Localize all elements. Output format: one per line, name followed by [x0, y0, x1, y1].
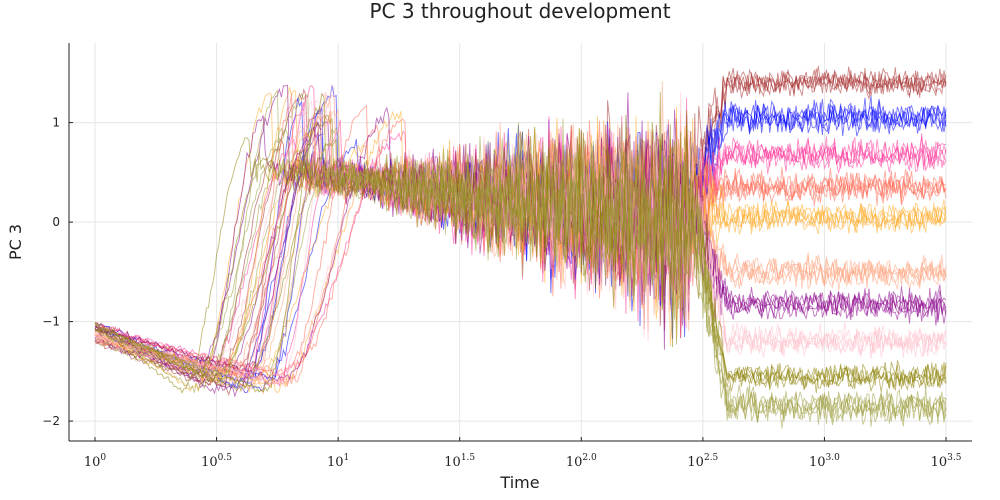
x-tick-label: 101 — [327, 453, 349, 470]
x-tick-label: 103.0 — [809, 453, 840, 470]
x-tick-label: 102.0 — [566, 453, 597, 470]
x-axis-label: Time — [499, 473, 539, 492]
y-tick-label: −2 — [42, 414, 60, 428]
y-axis-label: PC 3 — [6, 224, 25, 260]
x-tick-label: 100 — [84, 453, 107, 470]
x-tick-label: 102.5 — [687, 453, 718, 470]
chart-title: PC 3 throughout development — [369, 0, 670, 23]
series-line — [94, 93, 947, 377]
series-line — [94, 126, 947, 426]
y-tick-label: 0 — [52, 215, 60, 229]
y-tick-label: 1 — [52, 116, 60, 130]
series-line — [94, 122, 947, 423]
y-tick-label: −1 — [42, 315, 60, 329]
axes — [68, 43, 972, 442]
series-line — [94, 131, 947, 393]
x-tick-labels: 100 100.5 101 101.5 102.0 102.5 103.0 103.5 — [84, 437, 962, 470]
series-line — [94, 100, 947, 386]
x-tick-label: 100.5 — [201, 453, 232, 470]
x-tick-label: 101.5 — [444, 453, 475, 470]
y-tick-labels: −2 −1 0 1 — [42, 116, 73, 428]
series-layer — [94, 65, 947, 429]
series-line — [95, 114, 947, 391]
series-group — [94, 88, 947, 429]
series-line — [94, 93, 947, 378]
series-line — [94, 88, 947, 429]
x-tick-label: 103.5 — [931, 453, 962, 470]
series-line — [94, 92, 947, 393]
series-line — [94, 135, 947, 422]
